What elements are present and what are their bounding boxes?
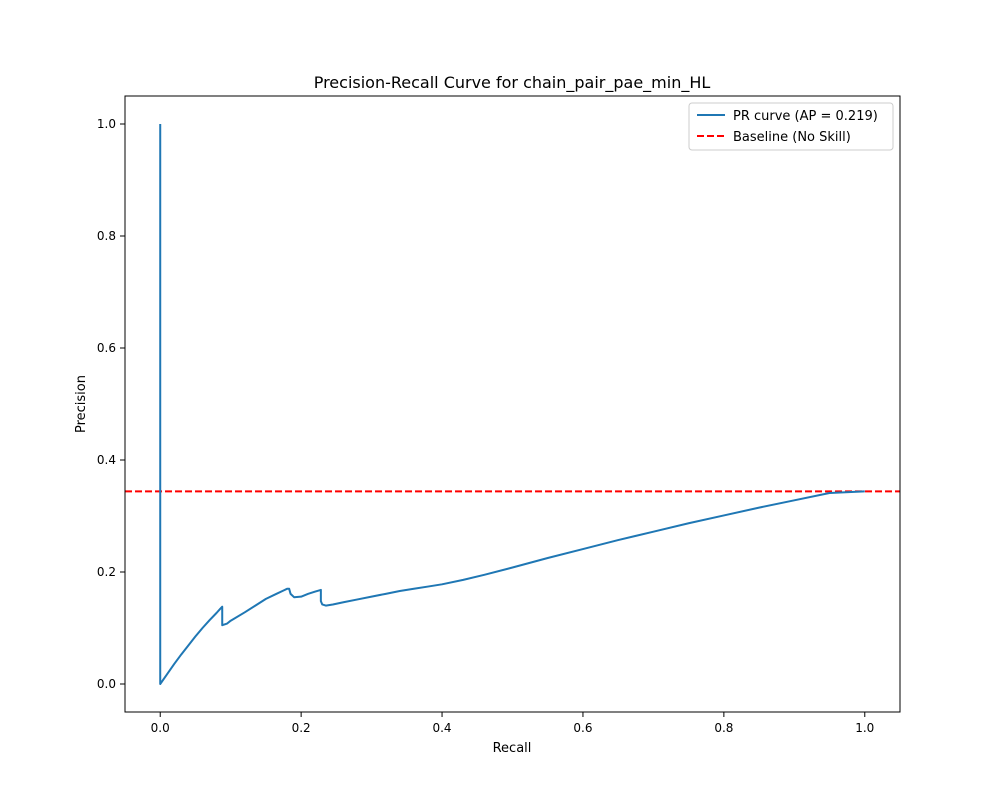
y-tick-label: 0.8 (97, 229, 116, 243)
x-tick-label: 1.0 (855, 721, 874, 735)
y-axis-label: Precision (74, 375, 89, 433)
legend-label-pr-curve: PR curve (AP = 0.219) (733, 109, 878, 124)
x-tick-label: 0.8 (714, 721, 733, 735)
x-tick-label: 0.0 (151, 721, 170, 735)
plot-frame (124, 95, 901, 713)
legend: PR curve (AP = 0.219) Baseline (No Skill… (688, 102, 894, 151)
series-layer (125, 124, 900, 685)
x-tick-label: 0.2 (292, 721, 311, 735)
x-tick-label: 0.4 (432, 721, 451, 735)
legend-label-baseline: Baseline (No Skill) (733, 130, 851, 145)
tick-layer: 0.0 0.2 0.4 0.6 0.8 1.0 0.0 0.2 0.4 0.6 0.8 1.0 (97, 117, 874, 735)
pr-curve-line (159, 124, 865, 685)
y-tick-label: 0.0 (97, 677, 116, 691)
y-tick-label: 1.0 (97, 117, 116, 131)
legend-box (688, 102, 894, 151)
y-tick-label: 0.6 (97, 341, 116, 355)
x-axis-label: Recall (493, 741, 532, 756)
y-tick-label: 0.2 (97, 565, 116, 579)
x-tick-label: 0.6 (573, 721, 592, 735)
chart-title: Precision-Recall Curve for chain_pair_pa… (314, 73, 711, 93)
y-tick-label: 0.4 (97, 453, 116, 467)
